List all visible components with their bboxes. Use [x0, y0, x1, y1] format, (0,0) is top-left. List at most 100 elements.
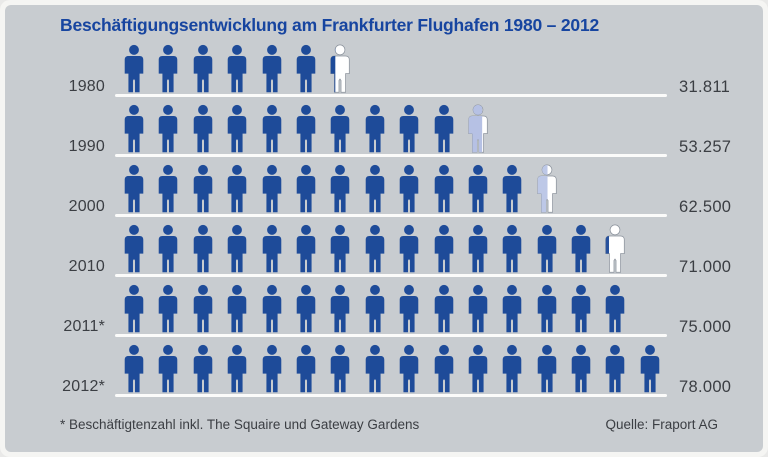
person-icon [296, 104, 316, 153]
person-icon-partial [605, 224, 626, 273]
row-icon-strip [115, 157, 667, 217]
person-icon [159, 164, 178, 213]
person-icon [193, 224, 213, 273]
row-year-label: 2000 [68, 198, 105, 215]
row-icon-strip [115, 277, 667, 337]
row-year-label: 2012* [62, 378, 105, 395]
chart-canvas: Beschäftigungsentwicklung am Frankfurter… [5, 5, 763, 452]
person-icon [571, 344, 591, 393]
person-icon [159, 104, 178, 153]
person-icon [571, 284, 591, 333]
row-icon-strip [115, 97, 667, 157]
person-icon [468, 284, 488, 333]
person-icon [331, 104, 350, 153]
person-icon [571, 224, 591, 273]
pictogram-row: 2012* 78.000 [5, 337, 763, 397]
person-icon [193, 44, 213, 93]
person-icon [365, 224, 385, 273]
row-value-label: 71.000 [679, 257, 732, 276]
person-icon [296, 44, 316, 93]
row-baseline [115, 154, 667, 157]
person-icon [503, 164, 522, 213]
person-icon [296, 224, 316, 273]
row-baseline [115, 394, 667, 397]
person-icon [606, 344, 625, 393]
person-icon [331, 344, 350, 393]
person-icon [365, 104, 385, 153]
person-icon [227, 104, 247, 153]
person-icon [124, 224, 144, 273]
person-icon [193, 344, 213, 393]
person-icon [159, 224, 178, 273]
row-baseline [115, 334, 667, 337]
row-year-label: 1980 [68, 78, 105, 95]
person-icon [606, 284, 625, 333]
person-icon [262, 44, 281, 93]
person-icon [468, 344, 488, 393]
person-icon [296, 164, 316, 213]
person-icon [365, 284, 385, 333]
person-icon-partial [330, 44, 351, 93]
person-icon [227, 164, 247, 213]
person-icon [262, 344, 281, 393]
person-icon [262, 224, 281, 273]
person-icon [227, 284, 247, 333]
person-icon [468, 164, 488, 213]
person-icon [537, 224, 556, 273]
chart-title: Beschäftigungsentwicklung am Frankfurter… [60, 15, 600, 35]
person-icon [399, 344, 419, 393]
person-icon [227, 344, 247, 393]
person-icon [331, 284, 350, 333]
row-icon-strip [115, 337, 667, 397]
person-icon [503, 224, 522, 273]
row-baseline [115, 94, 667, 97]
person-icon [399, 164, 419, 213]
person-icon [296, 284, 316, 333]
person-icon [503, 284, 522, 333]
person-icon [159, 284, 178, 333]
pictogram-row: 2010 71.000 [5, 217, 763, 277]
person-icon [159, 344, 178, 393]
person-icon [640, 344, 660, 393]
person-icon [331, 164, 350, 213]
person-icon [399, 224, 419, 273]
person-icon [124, 104, 144, 153]
person-icon [468, 224, 488, 273]
chart-footer: * Beschäftigtenzahl inkl. The Squaire un… [5, 397, 763, 432]
person-icon [434, 284, 453, 333]
person-icon [537, 344, 556, 393]
person-icon [124, 164, 144, 213]
row-baseline [115, 274, 667, 277]
row-year-label: 2010 [68, 258, 105, 275]
row-icon-strip [115, 217, 667, 277]
person-icon [296, 344, 316, 393]
person-icon-partial [537, 164, 557, 213]
pictogram-row: 2000 62.500 [5, 157, 763, 217]
row-year-label: 1990 [68, 138, 105, 155]
person-icon [331, 224, 350, 273]
person-icon [159, 44, 178, 93]
row-value-label: 53.257 [679, 137, 732, 156]
pictogram-rows: 1980 31.811 1990 53.257 2000 62.500 2010 71.000… [5, 37, 763, 397]
pictogram-row: 2011* 75.000 [5, 277, 763, 337]
person-icon [399, 284, 419, 333]
person-icon [124, 344, 144, 393]
person-icon [434, 224, 453, 273]
person-icon [503, 344, 522, 393]
person-icon [434, 164, 453, 213]
pictogram-row: 1980 31.811 [5, 37, 763, 97]
row-year-label: 2011* [63, 318, 105, 335]
person-icon [193, 164, 213, 213]
row-baseline [115, 214, 667, 217]
person-icon [262, 284, 281, 333]
person-icon [227, 44, 247, 93]
person-icon [434, 104, 453, 153]
row-value-label: 31.811 [679, 77, 731, 96]
row-value-label: 78.000 [679, 377, 732, 396]
person-icon [365, 344, 385, 393]
person-icon-partial [468, 104, 488, 153]
person-icon [262, 164, 281, 213]
person-icon [227, 224, 247, 273]
person-icon [434, 344, 453, 393]
